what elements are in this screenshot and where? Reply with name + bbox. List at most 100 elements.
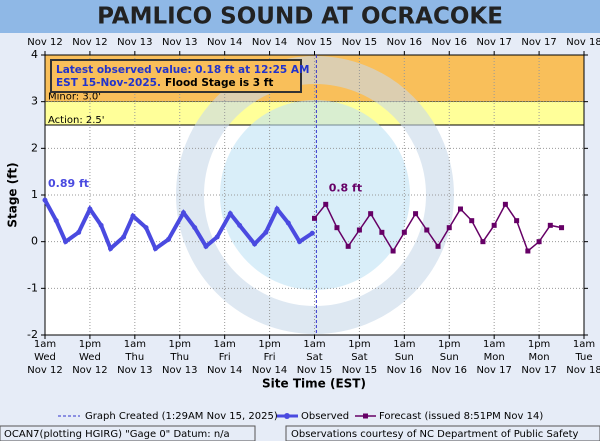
- x-tick-day: Thu: [124, 352, 144, 363]
- top-tick-date: Nov 13: [162, 37, 197, 48]
- data-point: [152, 246, 158, 252]
- x-tick-day: Fri: [264, 352, 276, 363]
- data-point: [491, 222, 497, 228]
- x-tick-day: Tue: [574, 352, 592, 363]
- x-tick-label: 1pm: [79, 339, 101, 350]
- x-tick-day: Mon: [484, 352, 505, 363]
- data-point: [192, 225, 198, 231]
- info-line: Flood Stage is 3 ft: [165, 77, 273, 89]
- info-line: EST 15-Nov-2025.: [56, 77, 161, 89]
- data-point: [547, 222, 553, 228]
- x-tick-label: 1am: [303, 339, 325, 350]
- data-point: [446, 225, 452, 231]
- x-tick-date: Nov 16: [432, 365, 467, 376]
- data-point: [345, 243, 351, 249]
- x-tick-date: Nov 17: [476, 365, 511, 376]
- data-point: [502, 201, 508, 207]
- data-point: [214, 234, 220, 240]
- legend-swatch: [363, 413, 368, 419]
- data-point: [76, 229, 82, 235]
- annotation: 0.8 ft: [329, 181, 362, 194]
- plot-frame: [44, 54, 585, 336]
- x-tick-label: 1pm: [438, 339, 460, 350]
- top-tick-date: Nov 12: [27, 37, 62, 48]
- x-tick-label: 1pm: [258, 339, 280, 350]
- data-point: [130, 213, 136, 219]
- x-tick-label: 1am: [34, 339, 56, 350]
- x-tick-date: Nov 13: [117, 365, 152, 376]
- data-point: [536, 239, 542, 245]
- x-tick-day: Thu: [169, 352, 189, 363]
- top-tick-date: Nov 14: [207, 37, 242, 48]
- y-tick-label: -2: [27, 328, 38, 341]
- y-tick-label: 2: [31, 141, 38, 154]
- data-point: [42, 197, 48, 203]
- top-tick-date: Nov 15: [297, 37, 332, 48]
- x-tick-label: 1pm: [528, 339, 550, 350]
- x-tick-date: Nov 17: [521, 365, 556, 376]
- data-point: [180, 210, 186, 216]
- series-line: [43, 199, 314, 253]
- x-tick-date: Nov 14: [252, 365, 287, 376]
- top-tick-date: Nov 18: [566, 37, 600, 48]
- y-tick-label: 3: [31, 95, 38, 108]
- data-point: [87, 206, 93, 212]
- x-tick-day: Wed: [79, 352, 101, 363]
- data-point: [435, 243, 441, 249]
- data-point: [379, 229, 385, 235]
- x-tick-day: Mon: [529, 352, 550, 363]
- data-point: [143, 225, 149, 231]
- x-tick-label: 1am: [214, 339, 236, 350]
- data-point: [457, 206, 463, 212]
- legend-label: Graph Created (1:29AM Nov 15, 2025): [85, 411, 278, 422]
- y-tick-label: -1: [27, 281, 38, 294]
- top-tick-date: Nov 17: [476, 37, 511, 48]
- top-tick-date: Nov 14: [252, 37, 287, 48]
- y-tick-label: 4: [31, 48, 38, 61]
- data-point: [469, 218, 475, 224]
- legend-swatch: [284, 413, 290, 419]
- data-point: [390, 248, 396, 254]
- top-tick-date: Nov 15: [342, 37, 377, 48]
- x-tick-label: 1am: [483, 339, 505, 350]
- threshold-label: Minor: 3.0': [48, 92, 101, 103]
- footer-box: [285, 425, 600, 441]
- x-tick-date: Nov 12: [72, 365, 107, 376]
- data-point: [252, 241, 258, 247]
- data-point: [274, 206, 280, 212]
- title-band: [0, 0, 600, 33]
- x-tick-date: Nov 13: [162, 365, 197, 376]
- data-point: [424, 227, 430, 233]
- chart-title: PAMLICO SOUND AT OCRACOKE: [97, 4, 503, 30]
- info-box: [50, 59, 302, 93]
- top-tick-date: Nov 16: [387, 37, 422, 48]
- data-point: [297, 239, 303, 245]
- data-point: [413, 211, 419, 217]
- data-point: [203, 243, 209, 249]
- data-point: [525, 248, 531, 254]
- y-axis-label: Stage (ft): [6, 162, 20, 227]
- data-point: [108, 246, 114, 252]
- data-point: [559, 225, 565, 231]
- annotation: 0.89 ft: [48, 177, 89, 190]
- data-point: [166, 236, 172, 242]
- data-point: [98, 222, 104, 228]
- x-tick-label: 1am: [124, 339, 146, 350]
- legend-label: Forecast (issued 8:51PM Nov 14): [379, 411, 543, 422]
- data-point: [53, 218, 59, 224]
- data-point: [334, 225, 340, 231]
- data-point: [309, 230, 315, 236]
- top-tick-date: Nov 13: [117, 37, 152, 48]
- x-tick-date: Nov 14: [207, 365, 242, 376]
- x-tick-date: Nov 15: [297, 365, 332, 376]
- x-tick-date: Nov 18: [566, 365, 600, 376]
- x-tick-day: Sun: [395, 352, 414, 363]
- data-point: [285, 220, 291, 226]
- x-tick-date: Nov 16: [387, 365, 422, 376]
- data-point: [356, 227, 362, 233]
- threshold-label: Action: 2.5': [48, 115, 105, 126]
- data-point: [237, 222, 243, 228]
- x-tick-day: Sat: [306, 352, 322, 363]
